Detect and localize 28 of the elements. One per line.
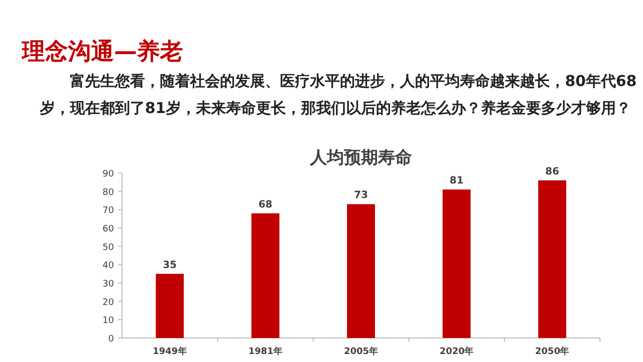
data-label: 68 [258,199,272,210]
y-tick-label: 0 [108,334,114,344]
bar [251,213,280,338]
x-tick-label: 1981年 [248,346,282,357]
y-tick-label: 40 [102,261,114,272]
x-tick-label: 2005年 [344,346,378,357]
chart-title: 人均预期寿命 [309,148,412,168]
data-label: 81 [450,176,464,186]
y-tick-label: 70 [102,206,114,216]
bar [538,180,566,338]
y-tick-label: 30 [102,280,114,290]
y-tick-label: 20 [102,298,114,308]
bar [347,204,375,338]
y-tick-label: 10 [102,316,114,326]
text: 理念沟通—养老 [22,38,183,67]
data-label: 86 [545,166,560,178]
data-label: 35 [162,260,177,271]
x-tick-label: 1949年 [152,346,187,357]
y-tick-label: 60 [102,224,114,234]
text: 富先生您看，随着社会的发展、医疗水平的进步，人的平均寿命越来越长，80年代68岁，现在都到了81岁，未来寿命更长，那我们以后的养老怎么办？养老金要多少才够用？ [40,71,638,119]
y-tick-label: 80 [102,188,114,198]
bar [442,190,471,338]
y-tick-label: 90 [102,170,114,180]
y-tick-label: 50 [102,242,114,253]
x-tick-label: 2020年 [440,346,474,357]
x-tick-label: 2050年 [535,346,570,357]
data-label: 73 [354,190,368,202]
bar [156,274,184,338]
